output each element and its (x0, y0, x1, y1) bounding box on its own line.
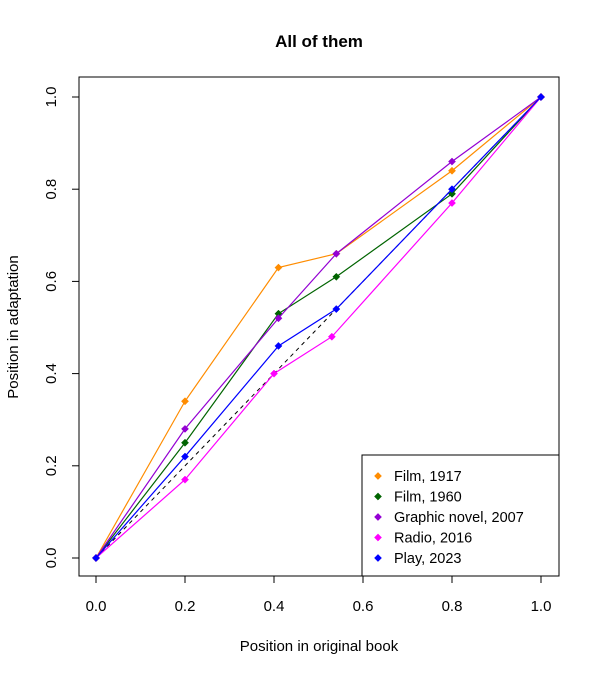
y-tick-label: 0.2 (43, 455, 60, 476)
data-point (332, 305, 341, 314)
data-point (181, 475, 189, 484)
x-tick-label: 0.0 (86, 598, 107, 615)
legend-marker (374, 533, 382, 542)
legend-marker (374, 492, 382, 501)
series-line (95, 96, 542, 559)
reference-line-group (95, 96, 542, 559)
y-tick-label: 1.0 (43, 87, 60, 108)
legend: Film, 1917 Film, 1960 Graphic novel, 2007 R… (361, 454, 560, 577)
data-point (274, 263, 283, 272)
chart-title: All of them (275, 32, 363, 51)
data-point (270, 369, 278, 378)
data-point (448, 185, 456, 194)
y-tick-label: 0.6 (43, 271, 60, 292)
series-2 (92, 93, 545, 562)
legend-label: Play, 2023 (394, 551, 461, 567)
y-axis: 0.0 0.2 0.4 0.6 0.8 1.0 (43, 87, 80, 569)
x-axis-label: Position in original book (240, 638, 399, 655)
y-tick-label: 0.8 (43, 179, 60, 200)
data-point (448, 189, 456, 198)
series-layer (92, 93, 545, 562)
data-point (332, 272, 341, 281)
legend-marker (374, 554, 382, 562)
y-axis-label: Position in adaptation (5, 255, 22, 398)
x-tick-label: 0.2 (175, 598, 196, 615)
x-axis: 0.0 0.2 0.4 0.6 0.8 1.0 (86, 575, 552, 615)
series-3 (92, 93, 545, 562)
x-tick-label: 0.4 (264, 598, 285, 615)
data-point (274, 314, 283, 323)
data-point (181, 438, 189, 447)
series-line (95, 96, 542, 559)
data-point (181, 397, 189, 406)
data-point (181, 424, 189, 433)
data-point (332, 249, 341, 258)
data-point (274, 341, 283, 350)
data-point (327, 332, 336, 341)
series-4 (92, 93, 545, 562)
data-point (448, 199, 456, 207)
series-line (95, 96, 542, 559)
legend-label: Graphic novel, 2007 (394, 510, 524, 526)
legend-marker (374, 513, 382, 521)
data-point (448, 166, 456, 175)
legend-label: Radio, 2016 (394, 531, 472, 547)
series-line (95, 96, 542, 559)
series-line (95, 96, 542, 559)
data-point (448, 157, 456, 166)
x-tick-label: 0.8 (442, 598, 463, 615)
legend-label: Film, 1960 (394, 490, 462, 506)
y-tick-label: 0.4 (43, 363, 60, 384)
legend-marker (374, 472, 382, 480)
legend-label: Film, 1917 (394, 469, 462, 485)
y-tick-label: 0.0 (43, 548, 60, 569)
x-tick-label: 1.0 (531, 598, 552, 615)
reference-line (95, 96, 542, 559)
data-point (537, 93, 545, 101)
data-point (92, 554, 100, 562)
data-point (181, 452, 189, 461)
legend-box (361, 454, 560, 577)
x-tick-label: 0.6 (353, 598, 374, 615)
